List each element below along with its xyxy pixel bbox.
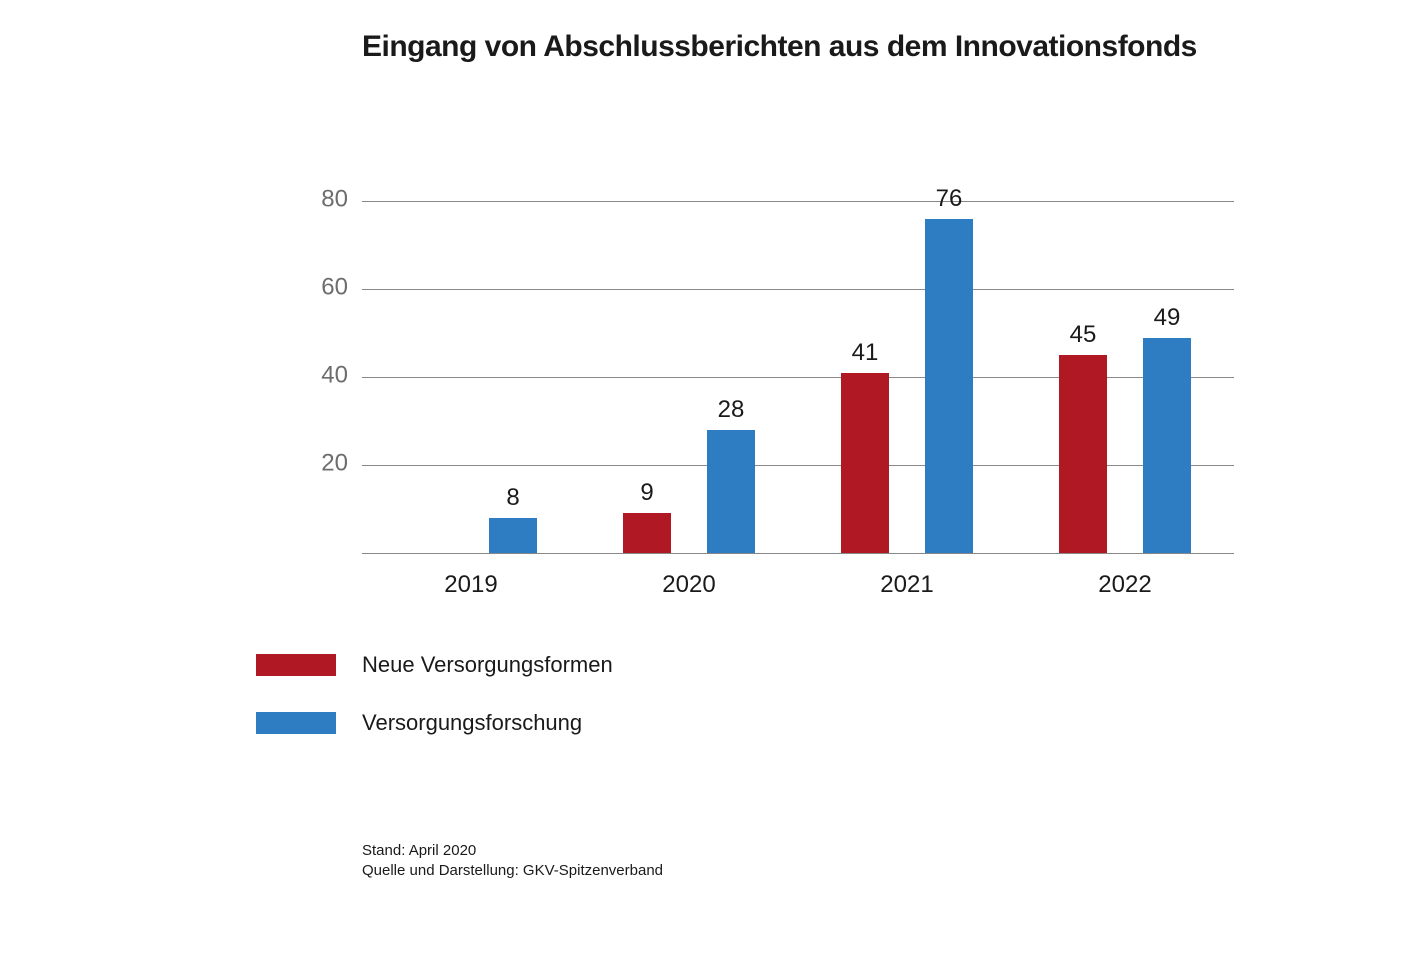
x-tick-label: 2022 <box>1098 571 1151 599</box>
legend-label-1: Versorgungsforschung <box>362 710 582 736</box>
bar-forschung <box>925 219 973 553</box>
bar-value-label: 49 <box>1154 304 1181 332</box>
y-tick-label: 40 <box>321 362 348 390</box>
chart-title: Eingang von Abschlussberichten aus dem I… <box>362 30 1197 64</box>
bar-value-label: 45 <box>1070 321 1097 349</box>
gridline <box>362 289 1234 290</box>
bar-value-label: 41 <box>852 339 879 367</box>
y-tick-label: 20 <box>321 450 348 478</box>
bar-forschung <box>1143 338 1191 553</box>
chart-plot-area: 204060802019820209282021417620224549 <box>362 175 1234 553</box>
bar-forschung <box>489 518 537 553</box>
legend-swatch-1 <box>256 712 336 734</box>
gridline <box>362 201 1234 202</box>
bar-neue <box>623 513 671 553</box>
footnote-stand: Stand: April 2020 <box>362 842 476 859</box>
bar-neue <box>841 373 889 553</box>
bar-neue <box>1059 355 1107 553</box>
x-tick-label: 2019 <box>444 571 497 599</box>
y-tick-label: 80 <box>321 186 348 214</box>
x-tick-label: 2021 <box>880 571 933 599</box>
bar-value-label: 28 <box>718 396 745 424</box>
baseline <box>362 553 1234 554</box>
legend-label-0: Neue Versorgungsformen <box>362 652 613 678</box>
bar-value-label: 9 <box>640 479 653 507</box>
bar-value-label: 8 <box>506 484 519 512</box>
legend-swatch-0 <box>256 654 336 676</box>
x-tick-label: 2020 <box>662 571 715 599</box>
bar-value-label: 76 <box>936 185 963 213</box>
y-tick-label: 60 <box>321 274 348 302</box>
footnote-quelle: Quelle und Darstellung: GKV-Spitzenverba… <box>362 862 663 879</box>
bar-forschung <box>707 430 755 553</box>
